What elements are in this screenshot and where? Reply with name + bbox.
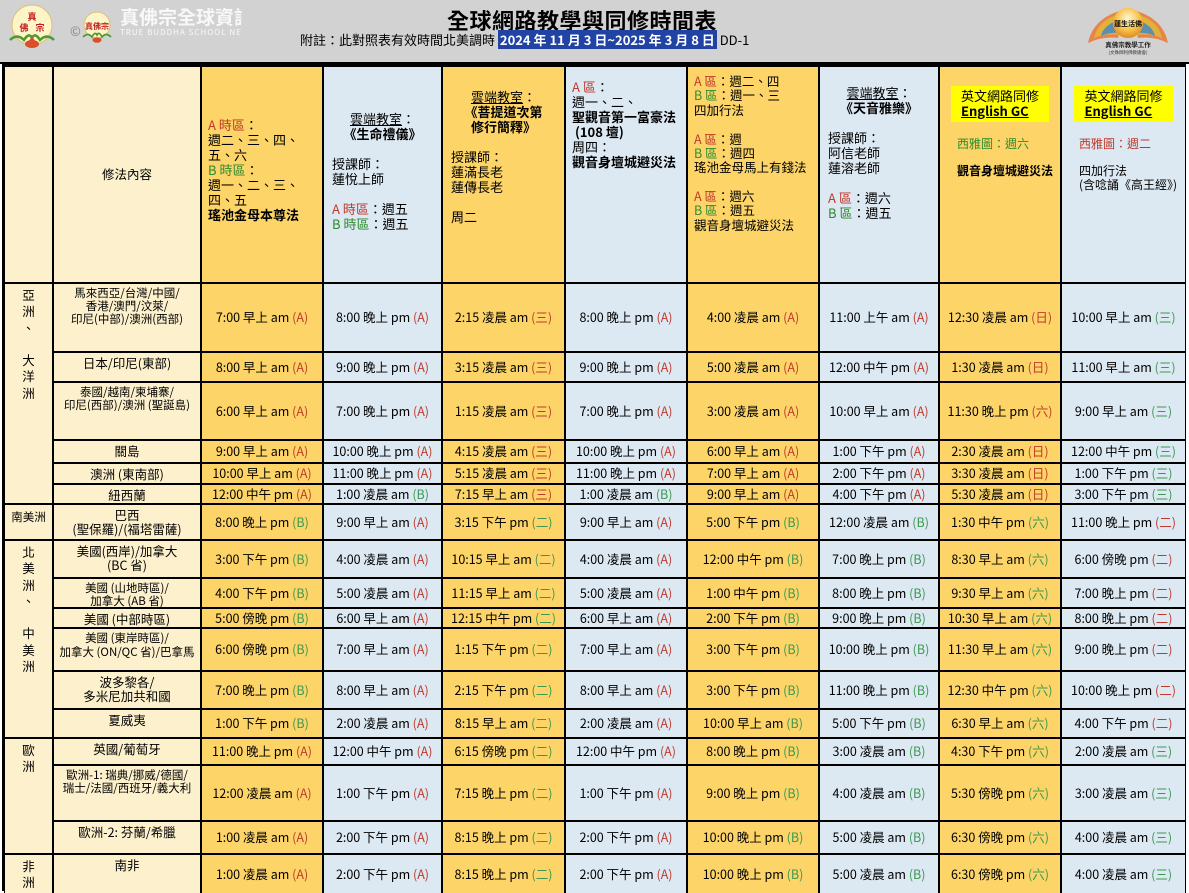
- svg-text:真佛宗: 真佛宗: [85, 21, 109, 32]
- svg-text:©: ©: [70, 21, 81, 40]
- svg-text:佛: 佛: [19, 21, 28, 34]
- svg-text:宗: 宗: [35, 21, 44, 34]
- svg-text:(文殊師利佛教總會): (文殊師利佛教總會): [1108, 49, 1148, 56]
- svg-text:TRUE BUDDHA SCHOOL NET: TRUE BUDDHA SCHOOL NET: [120, 27, 242, 38]
- svg-text:真佛宗全球資訊網: 真佛宗全球資訊網: [120, 3, 242, 30]
- svg-text:蓮生活佛: 蓮生活佛: [1114, 19, 1142, 29]
- svg-text:真佛宗教學工作: 真佛宗教學工作: [1105, 39, 1151, 49]
